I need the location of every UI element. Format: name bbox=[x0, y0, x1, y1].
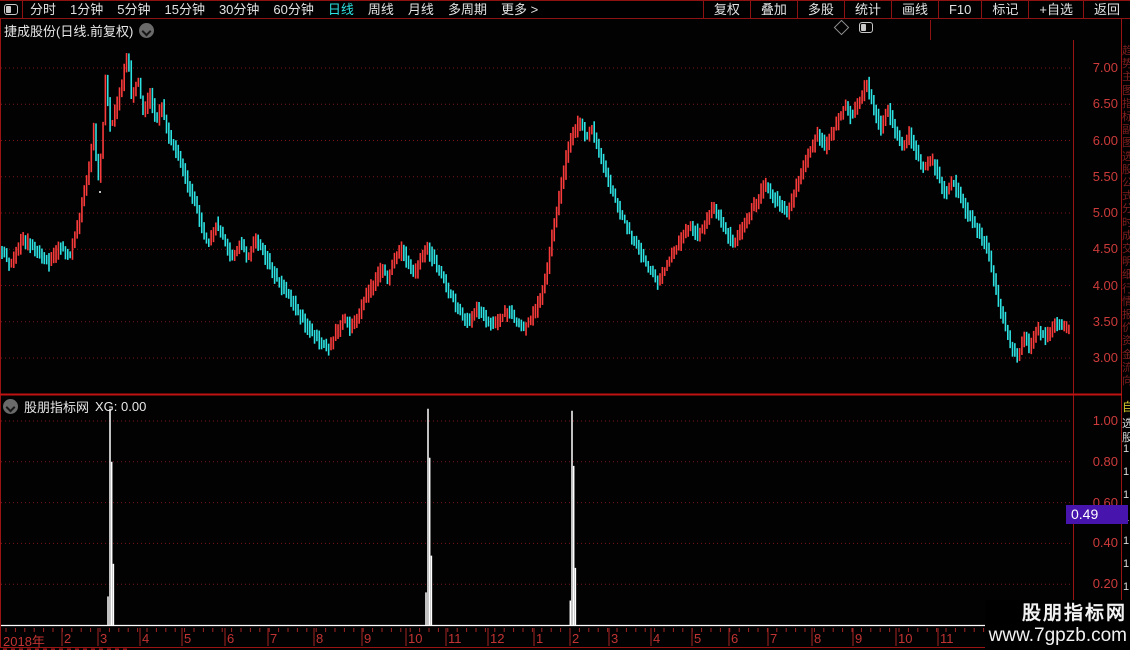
x-axis-label: 6 bbox=[731, 631, 739, 646]
divider bbox=[930, 20, 931, 40]
indicator-header: 股朋指标网 XG: 0.00 bbox=[3, 397, 146, 416]
x-axis-label: 11 bbox=[940, 631, 954, 646]
indicator-axis-label: 1.00 bbox=[1092, 413, 1118, 428]
watermark: 股朋指标网 www.7gpzb.com bbox=[985, 600, 1130, 650]
clipped-char: 股 bbox=[1122, 432, 1130, 444]
price-axis-label: 3.50 bbox=[1092, 313, 1118, 329]
x-axis-label: 2018年 bbox=[3, 634, 45, 649]
indicator-value: XG: 0.00 bbox=[95, 399, 147, 414]
period-tab-4[interactable]: 30分钟 bbox=[218, 2, 260, 17]
period-tab-0[interactable]: 分时 bbox=[30, 2, 57, 17]
toolbar-button-1[interactable]: 叠加 bbox=[749, 1, 797, 18]
toolbar-button-0[interactable]: 复权 bbox=[702, 1, 750, 18]
x-axis-label: 9 bbox=[364, 631, 372, 646]
period-tab-10[interactable]: 更多 > bbox=[500, 2, 539, 17]
clipped-digit: 1 bbox=[1123, 466, 1130, 478]
x-axis-label: 7 bbox=[270, 631, 278, 646]
price-axis-label: 5.00 bbox=[1092, 205, 1118, 220]
x-axis-label: 2 bbox=[64, 631, 72, 646]
chevron-down-icon[interactable] bbox=[139, 23, 155, 38]
indicator-axis-label: 0.20 bbox=[1092, 576, 1118, 592]
x-axis-label: 12 bbox=[490, 631, 505, 646]
price-axis-label: 6.00 bbox=[1092, 132, 1118, 148]
period-tab-8[interactable]: 月线 bbox=[407, 2, 434, 17]
x-axis-label: 10 bbox=[898, 631, 913, 646]
price-axis-label: 6.50 bbox=[1092, 96, 1118, 112]
period-toolbar: 分时 1分钟 5分钟 15分钟 30分钟 60分钟 日线 周线 月线 多周期 更多 > 复权 叠加 多股… bbox=[0, 0, 1130, 19]
price-axis-label: 4.00 bbox=[1092, 277, 1118, 293]
x-axis-label: 4 bbox=[142, 631, 150, 646]
x-axis-label: 11 bbox=[448, 631, 462, 646]
clipped-digit: 1 bbox=[1123, 558, 1130, 570]
marker-dot bbox=[99, 191, 101, 193]
page-title: 捷成股份(日线.前复权) bbox=[4, 24, 134, 39]
toolbar-button-5[interactable]: F10 bbox=[937, 1, 981, 18]
clipped-digit: 1 bbox=[1123, 443, 1130, 455]
toolbar-button-6[interactable]: 标记 bbox=[981, 1, 1028, 18]
period-tab-2[interactable]: 5分钟 bbox=[117, 2, 151, 17]
toolbar-button-8[interactable]: 返回 bbox=[1082, 1, 1130, 18]
price-axis-label: 7.00 bbox=[1092, 60, 1118, 75]
clipped-digit: 1 bbox=[1123, 535, 1130, 547]
x-axis-label: 5 bbox=[694, 631, 702, 646]
x-axis-label: 1 bbox=[536, 631, 544, 646]
indicator-axis-label: 0.80 bbox=[1092, 453, 1118, 469]
period-tab-9[interactable]: 多周期 bbox=[447, 2, 487, 17]
axis-value-badge: 0.49 bbox=[1066, 505, 1128, 524]
period-tabs: 分时 1分钟 5分钟 15分钟 30分钟 60分钟 日线 周线 月线 多周期 更多 > bbox=[23, 1, 545, 18]
watermark-url: www.7gpzb.com bbox=[988, 625, 1127, 646]
layout-toggle-icon[interactable] bbox=[0, 1, 23, 18]
chevron-down-icon[interactable] bbox=[3, 399, 18, 414]
x-axis-label: 6 bbox=[227, 631, 235, 646]
x-axis-label: 8 bbox=[316, 631, 324, 646]
diamond-icon[interactable] bbox=[833, 19, 850, 36]
indicator-axis-label: 0.40 bbox=[1092, 535, 1118, 551]
x-axis-label: 4 bbox=[653, 631, 661, 646]
chart-title-bar: 捷成股份(日线.前复权) bbox=[4, 21, 155, 40]
toolbar-button-2[interactable]: 多股 bbox=[796, 1, 844, 18]
x-axis-label: 9 bbox=[855, 631, 863, 646]
period-tab-7[interactable]: 周线 bbox=[367, 2, 394, 17]
toolbar-button-3[interactable]: 统计 bbox=[843, 1, 891, 18]
period-tab-3[interactable]: 15分钟 bbox=[164, 2, 205, 17]
period-tab-5[interactable]: 60分钟 bbox=[273, 2, 314, 17]
watermark-site-name: 股朋指标网 bbox=[1021, 603, 1127, 624]
x-axis-label: 10 bbox=[408, 631, 423, 646]
clipped-digit: 1 bbox=[1123, 489, 1130, 501]
x-axis-label: 5 bbox=[184, 631, 192, 646]
period-tab-1[interactable]: 1分钟 bbox=[70, 2, 104, 17]
panel-icon[interactable] bbox=[859, 22, 873, 33]
x-axis-label: 8 bbox=[814, 631, 822, 646]
price-axis-label: 4.50 bbox=[1092, 241, 1118, 257]
x-axis-label: 2 bbox=[572, 631, 580, 646]
toolbar-buttons: 复权 叠加 多股 统计 画线 F10 标记 +自选 返回 bbox=[702, 1, 1130, 18]
clipped-yellow-char: 自 bbox=[1122, 400, 1130, 414]
clipped-vertical-text: 趋势主图指标副图选股公式分时成交明细行情报价资金流向 bbox=[1122, 45, 1130, 388]
x-axis-label: 3 bbox=[100, 631, 108, 646]
x-axis-label: 3 bbox=[611, 631, 619, 646]
toolbar-button-4[interactable]: 画线 bbox=[890, 1, 938, 18]
toolbar-button-7[interactable]: +自选 bbox=[1028, 1, 1083, 18]
clipped-digit: 1 bbox=[1123, 581, 1130, 593]
indicator-name: 股朋指标网 bbox=[24, 400, 90, 415]
price-axis-label: 3.00 bbox=[1092, 350, 1118, 365]
clipped-char: 选 bbox=[1122, 418, 1130, 430]
price-axis-label: 5.50 bbox=[1092, 168, 1118, 184]
period-tab-6[interactable]: 日线 bbox=[327, 2, 354, 17]
x-axis-label: 7 bbox=[770, 631, 778, 646]
